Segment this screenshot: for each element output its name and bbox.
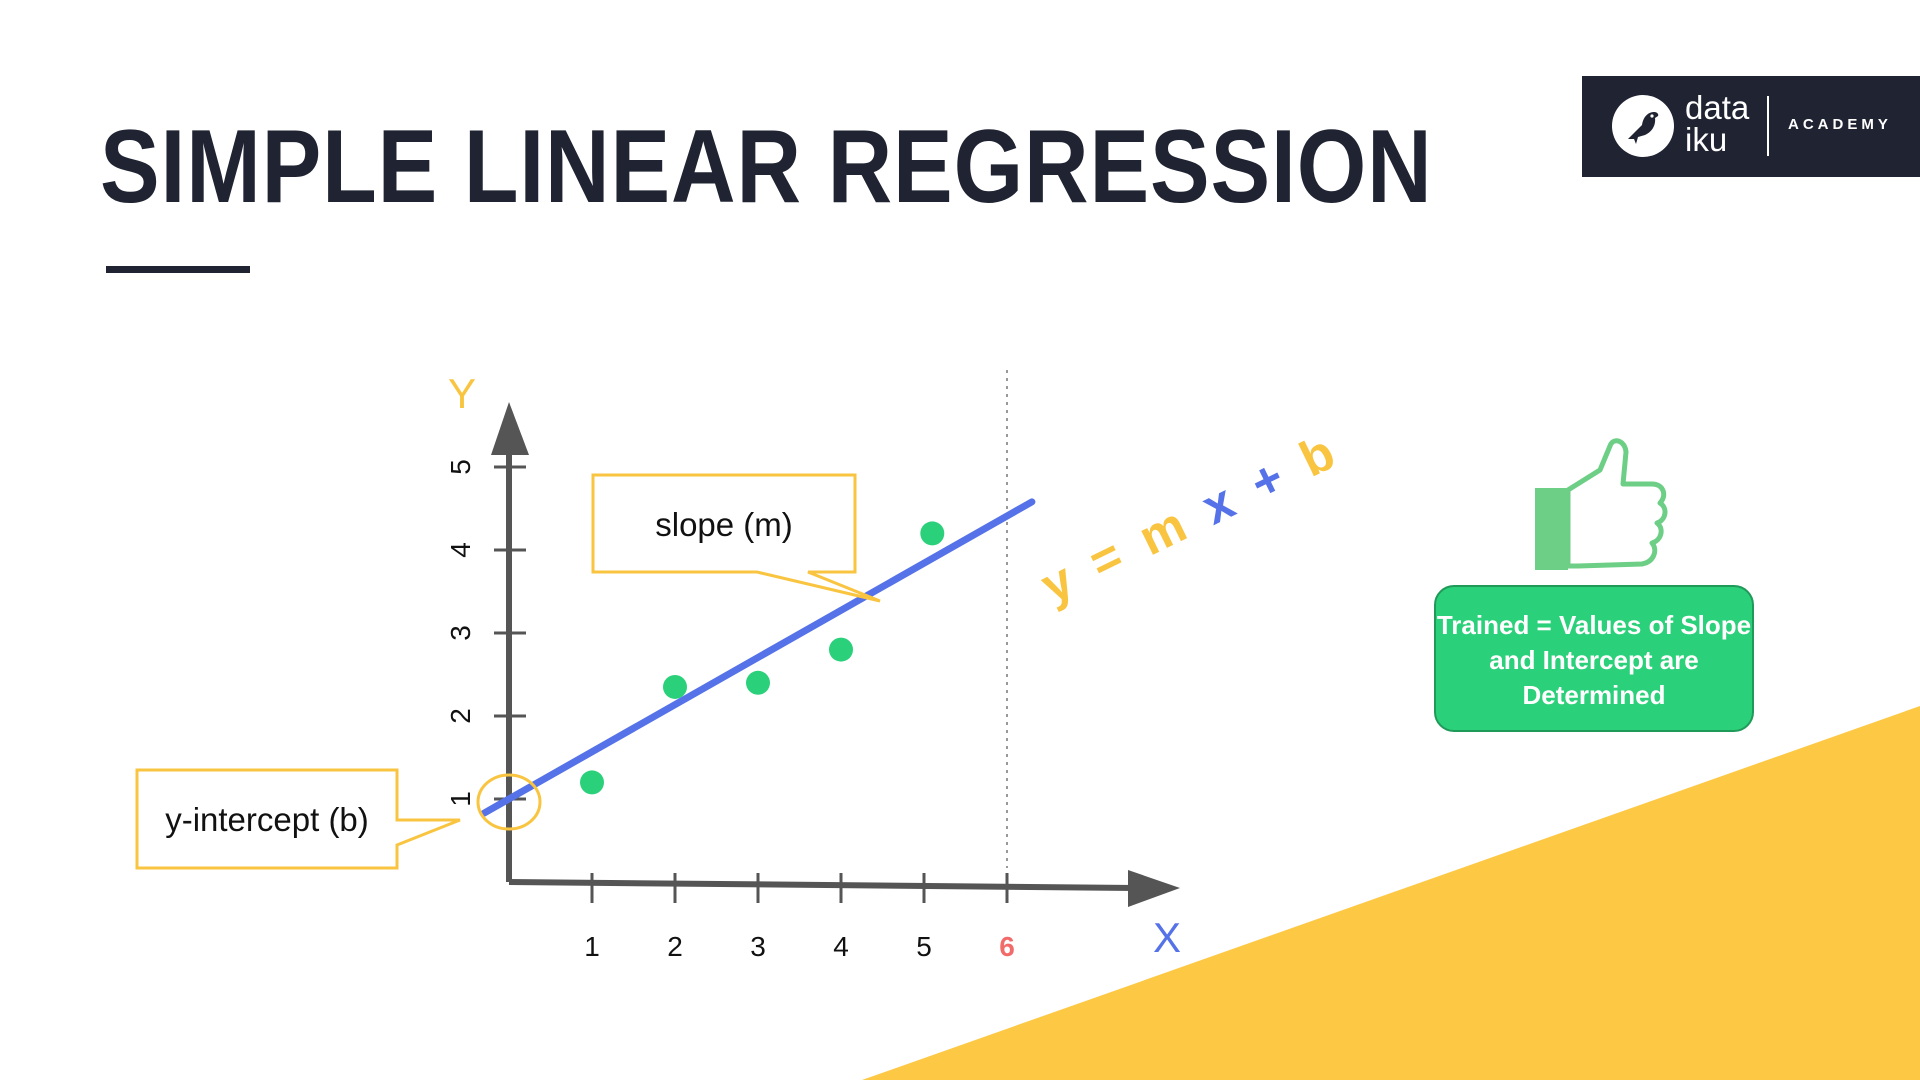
equation-x: x: [1193, 473, 1243, 536]
dataiku-academy-logo: data iku ACADEMY: [1582, 76, 1920, 177]
y-tick-label: 1: [445, 791, 476, 807]
slope-callout-label: slope (m): [655, 506, 793, 543]
regression-equation: y = m x + b: [1032, 424, 1343, 614]
data-point: [829, 637, 853, 662]
x-tick-label: 2: [667, 931, 683, 962]
background-triangle: [862, 706, 1920, 1080]
slide-title: SIMPLE LINEAR REGRESSION: [100, 109, 1433, 225]
y-tick-label: 4: [445, 542, 476, 558]
x-axis-arrowhead: [1128, 870, 1180, 907]
data-point: [746, 670, 770, 695]
data-point: [580, 770, 604, 795]
intercept-callout-label: y-intercept (b): [165, 801, 369, 838]
intercept-highlight-circle: [476, 773, 542, 831]
y-tick-label: 3: [445, 625, 476, 641]
logo-word-line2: iku: [1685, 121, 1728, 158]
y-tick-label: 2: [445, 708, 476, 724]
data-point: [920, 521, 945, 546]
logo-academy-label: ACADEMY: [1788, 116, 1892, 133]
dataiku-bird-icon: [1612, 95, 1674, 157]
equation-plus: +: [1242, 449, 1293, 512]
x-tick-label: 6: [999, 931, 1015, 962]
title-underline: [106, 266, 250, 273]
slope-callout-box: [591, 473, 881, 603]
equation-m: m: [1130, 496, 1195, 566]
y-axis-arrowhead: [491, 402, 529, 455]
x-axis-label: X: [1153, 914, 1181, 961]
logo-separator: [1767, 96, 1769, 156]
logo-word-line1: data: [1685, 89, 1750, 126]
equation-equals: =: [1081, 527, 1132, 590]
x-tick-label: 5: [916, 931, 932, 962]
equation-b: b: [1291, 424, 1343, 488]
x-axis: [508, 879, 1136, 891]
regression-line: [480, 498, 1036, 817]
y-tick-label: 5: [445, 459, 476, 475]
trained-info-box: Trained = Values of Slope and Intercept …: [1434, 585, 1754, 732]
data-point: [663, 674, 687, 699]
y-axis-label: Y: [448, 370, 476, 417]
x-tick-label: 1: [584, 931, 600, 962]
intercept-callout-box: [135, 768, 461, 870]
equation-y: y: [1032, 551, 1082, 614]
logo-wordmark: data iku: [1685, 89, 1750, 158]
x-tick-label: 3: [750, 931, 766, 962]
x-tick-label: 4: [833, 931, 849, 962]
thumbs-up-icon: [1535, 438, 1668, 570]
